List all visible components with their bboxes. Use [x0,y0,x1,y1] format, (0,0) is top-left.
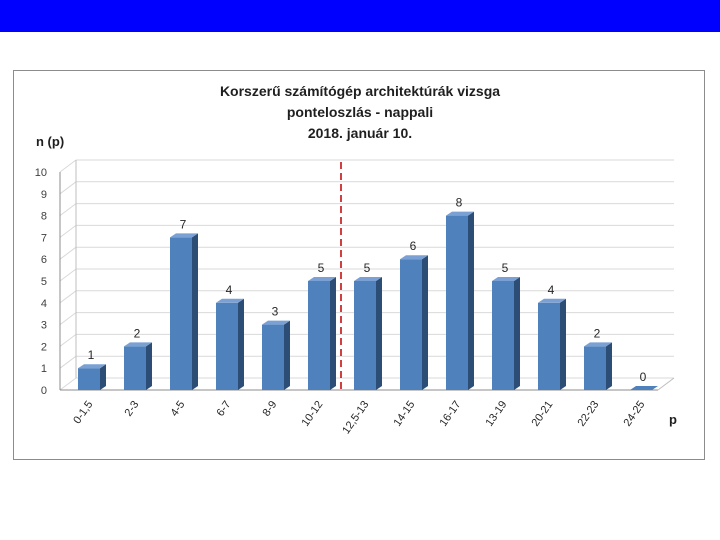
bar-top [78,364,106,369]
bar-top [308,277,336,281]
bar-side [284,320,290,390]
chart-frame [13,70,705,460]
data-label: 5 [318,261,325,275]
top-bar [0,0,720,32]
bar [584,346,606,390]
data-label: 2 [594,326,601,340]
x-tick-label: 13-19 [483,399,509,429]
data-label: 0 [640,370,647,384]
bar [446,215,468,390]
bar-side [146,342,152,390]
bar-side [376,277,382,390]
data-label: 4 [226,283,233,297]
y-tick-label: 10 [35,167,47,179]
x-tick-label: 4-5 [169,399,188,419]
bar [124,346,146,390]
bar [354,281,376,390]
y-axis-label: n (p) [36,134,65,149]
y-tick-label: 2 [41,341,47,353]
x-tick-label: 20-21 [529,399,555,429]
chart-title-line-2: ponteloszlás - nappali [286,104,434,120]
x-tick-label: 8-9 [261,399,280,419]
x-tick-label: 24-25 [621,399,647,429]
x-tick-label: 2-3 [123,399,142,419]
bar-side [606,342,612,390]
bar-side [560,298,566,390]
bar-top [400,255,428,260]
data-label: 6 [410,239,417,253]
bar-top [216,298,244,303]
bar [492,281,514,390]
gridline-side [59,377,77,391]
data-label: 3 [272,305,279,319]
data-label: 7 [180,217,187,231]
bar-side [238,298,244,390]
gridline-side [59,312,77,326]
bar [630,386,658,390]
y-tick-label: 4 [41,298,47,310]
gridline-side [59,181,77,195]
bar-side [192,233,198,390]
bar-top [354,277,382,281]
gridline-side [59,246,77,260]
data-label: 5 [502,261,509,275]
bar-top [124,342,152,347]
bar-side [422,255,428,390]
bar [170,237,192,390]
gridline-side [59,159,77,173]
x-axis-label: p [669,412,677,427]
gridline-side [59,224,77,238]
bar-top [170,233,198,238]
bar-top [538,298,566,303]
y-tick-label: 0 [41,385,47,397]
x-tick-label: 14-15 [391,399,417,429]
bar [262,324,284,390]
chart-title-line-1: Korszerű számítógép architektúrák vizsga [219,83,501,99]
data-label: 8 [456,196,463,210]
bar [216,302,238,390]
x-tick-label: 12,5-13 [340,399,371,436]
y-tick-label: 7 [41,232,47,244]
data-label: 5 [364,261,371,275]
y-tick-label: 6 [41,254,47,266]
y-tick-label: 5 [41,276,47,288]
floor-right-edge [657,377,675,391]
gridline-side [59,268,77,282]
y-tick-label: 3 [41,320,47,332]
bar [400,259,422,390]
data-label: 4 [548,283,555,297]
bar-top [584,342,612,347]
bar-side [100,364,106,390]
bar-top [446,211,474,216]
bar-side [514,277,520,390]
bar-side [468,211,474,390]
x-tick-label: 22-23 [575,399,601,429]
gridline-side [59,203,77,217]
x-tick-label: 0-1,5 [71,399,95,426]
bar-top [262,320,290,325]
bar [308,281,330,390]
y-tick-label: 8 [41,211,47,223]
chart-title-line-3: 2018. január 10. [307,125,413,141]
bar-side [330,277,336,390]
bar [78,368,100,390]
x-tick-label: 16-17 [437,399,463,429]
gridline-side [59,333,77,347]
x-tick-label: 10-12 [299,399,325,429]
x-tick-label: 6-7 [215,399,234,419]
y-tick-label: 1 [41,363,47,375]
y-tick-label: 9 [41,189,47,201]
bar-top [492,277,520,281]
gridline-side [59,355,77,369]
gridline-side [59,290,77,304]
bar [538,302,560,390]
data-label: 1 [88,348,95,362]
data-label: 2 [134,326,141,340]
